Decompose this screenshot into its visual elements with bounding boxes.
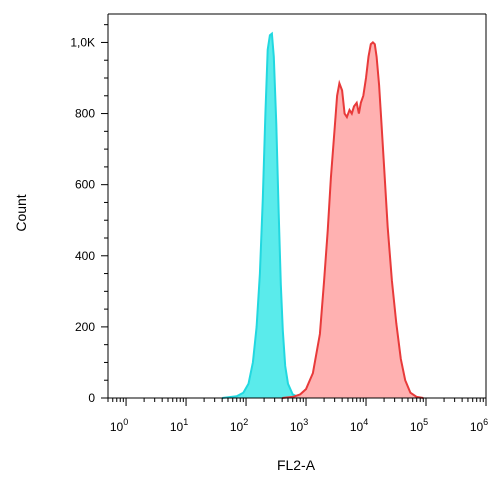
- y-tick-label: 200: [75, 320, 95, 334]
- series-2-area: [282, 42, 424, 399]
- y-tick-label: 0: [88, 391, 95, 405]
- series-1-area: [222, 33, 301, 398]
- series-2-line: [282, 41, 424, 399]
- y-axis-label: Count: [13, 194, 29, 231]
- x-tick-label: 100: [110, 417, 128, 434]
- y-tick-label: 1,0K: [70, 35, 95, 49]
- x-axis-label: FL2-A: [277, 457, 316, 473]
- x-tick-label: 106: [470, 417, 488, 434]
- y-tick-label: 400: [75, 249, 95, 263]
- y-tick-label: 600: [75, 178, 95, 192]
- x-tick-label: 105: [410, 417, 428, 434]
- series-1-line: [222, 31, 301, 399]
- axis-layer: 0 200 400 600 800 1,0K 100 101 102 103 104 105 106: [70, 13, 488, 434]
- x-tick-label: 104: [350, 417, 368, 434]
- y-tick-label: 800: [75, 107, 95, 121]
- x-tick-label: 101: [170, 417, 188, 434]
- x-tick-label: 102: [230, 417, 248, 434]
- x-tick-label: 103: [290, 417, 308, 434]
- series-layer: [222, 31, 424, 399]
